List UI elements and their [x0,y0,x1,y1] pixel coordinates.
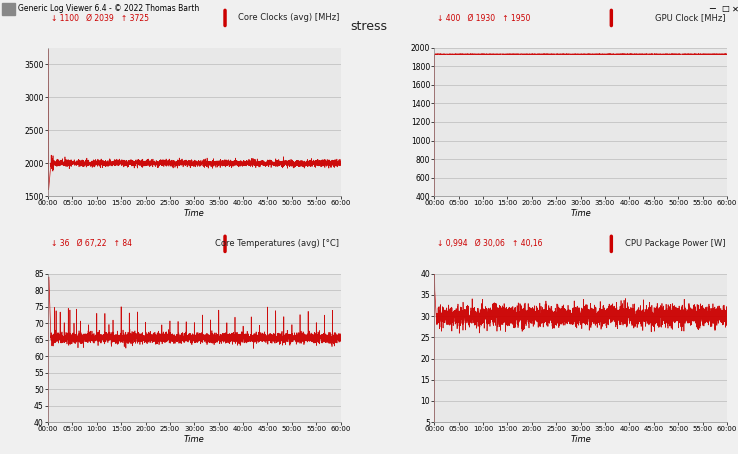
X-axis label: Time: Time [184,209,204,218]
Text: ─: ─ [709,4,715,14]
Text: ↓ 1100   Ø 2039   ↑ 3725: ↓ 1100 Ø 2039 ↑ 3725 [51,14,149,22]
Text: ↓ 0,994   Ø 30,06   ↑ 40,16: ↓ 0,994 Ø 30,06 ↑ 40,16 [437,239,542,248]
Text: Core Clocks (avg) [MHz]: Core Clocks (avg) [MHz] [238,14,339,22]
Text: ↓ 400   Ø 1930   ↑ 1950: ↓ 400 Ø 1930 ↑ 1950 [437,14,531,22]
Text: Generic Log Viewer 6.4 - © 2022 Thomas Barth: Generic Log Viewer 6.4 - © 2022 Thomas B… [18,4,200,13]
X-axis label: Time: Time [184,435,204,444]
Text: stress: stress [351,20,387,34]
Bar [2,3,15,15]
X-axis label: Time: Time [570,209,591,218]
Text: ✕: ✕ [732,4,738,13]
X-axis label: Time: Time [570,435,591,444]
Text: □: □ [721,4,728,13]
Text: ↓ 36   Ø 67,22   ↑ 84: ↓ 36 Ø 67,22 ↑ 84 [51,239,132,248]
Text: GPU Clock [MHz]: GPU Clock [MHz] [655,14,725,22]
Text: CPU Package Power [W]: CPU Package Power [W] [625,239,725,248]
Text: Core Temperatures (avg) [°C]: Core Temperatures (avg) [°C] [215,239,339,248]
